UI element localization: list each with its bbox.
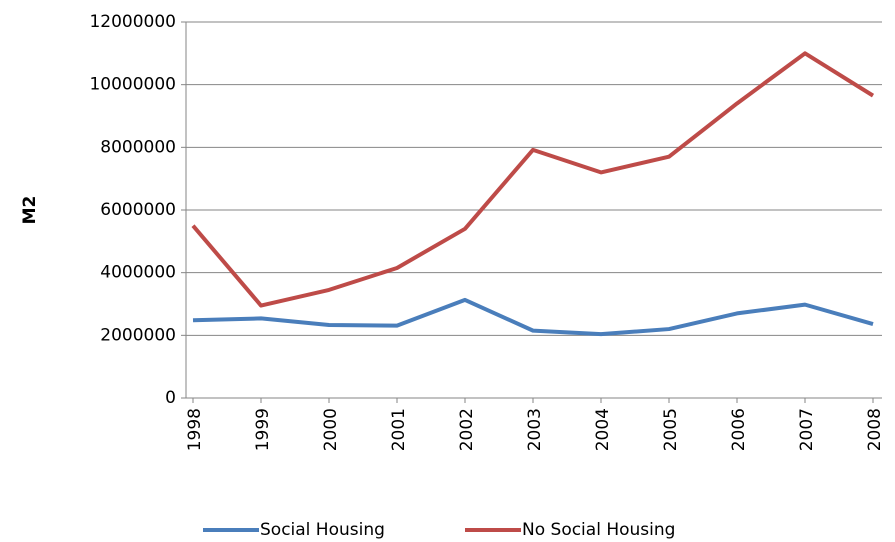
x-tick-label: 1999 [253, 408, 273, 451]
x-tick-label: 2002 [457, 408, 477, 451]
x-tick-label: 2000 [321, 408, 341, 451]
series-line [192, 297, 874, 337]
y-tick-label: 4000000 [100, 263, 176, 283]
x-tick-label: 2004 [593, 408, 613, 451]
y-tick-label: 10000000 [89, 75, 176, 95]
y-tick-label: 2000000 [100, 325, 176, 345]
x-tick-label: 2003 [525, 408, 545, 451]
legend-label: Social Housing [260, 520, 385, 540]
series-line [191, 51, 875, 308]
x-tick-label: 1998 [185, 408, 205, 451]
x-tick-label: 2007 [797, 408, 817, 451]
x-tick-label: 2001 [389, 408, 409, 451]
x-tick-label: 2006 [729, 408, 749, 451]
y-tick-label: 6000000 [100, 200, 176, 220]
y-axis-label: M2 [20, 196, 40, 225]
x-tick-label: 2005 [661, 408, 681, 451]
x-tick-label: 2008 [865, 408, 885, 451]
y-tick-label: 0 [165, 388, 176, 408]
y-tick-label: 8000000 [100, 137, 176, 157]
legend-label: No Social Housing [522, 520, 675, 540]
y-tick-label: 12000000 [89, 12, 176, 32]
